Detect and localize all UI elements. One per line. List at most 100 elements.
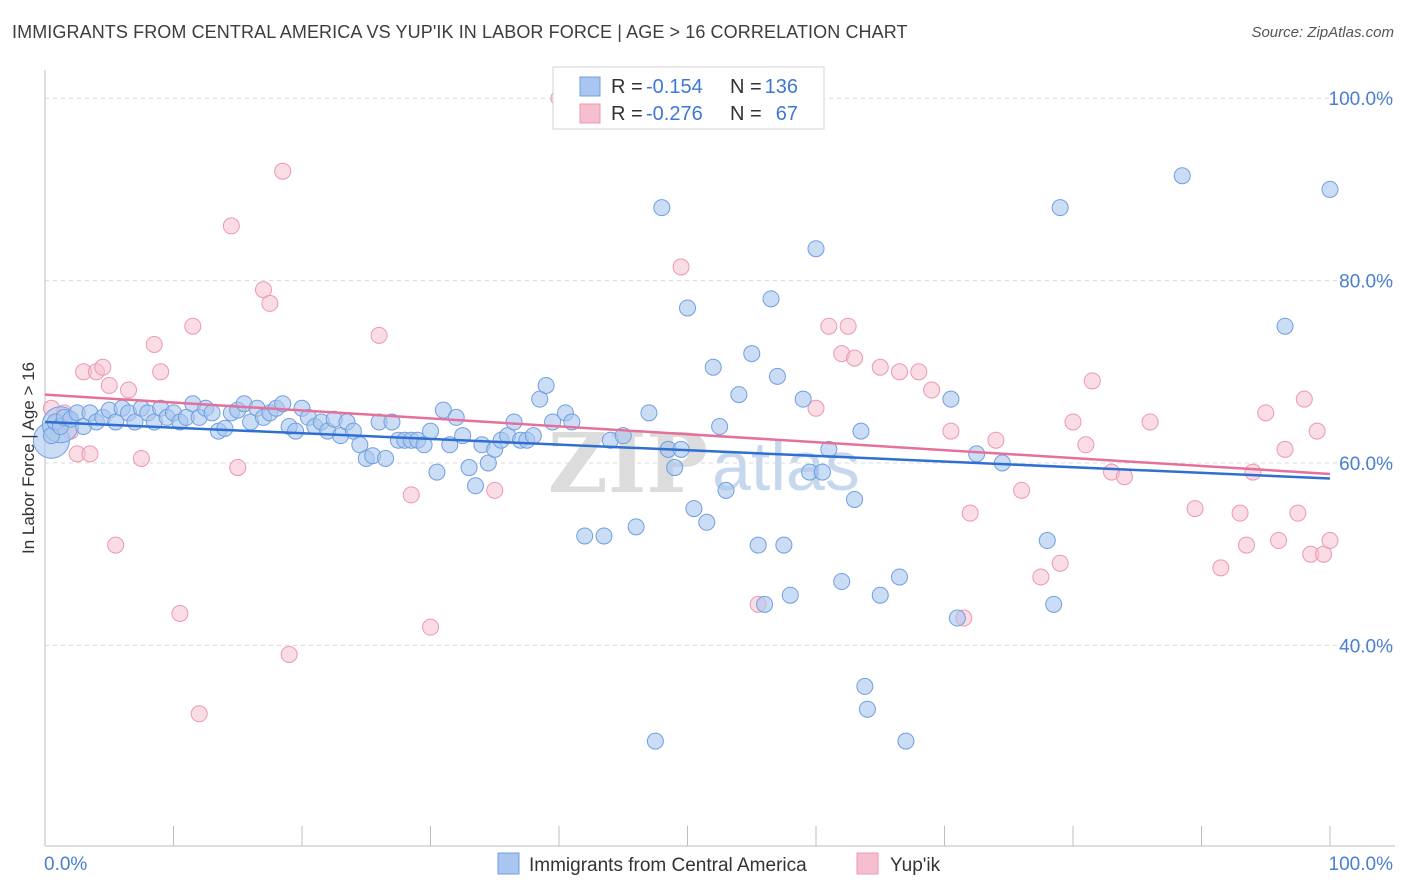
point-central-america: [537, 376, 555, 394]
point-central-america: [666, 459, 684, 477]
point-central-america: [460, 459, 478, 477]
point-central-america: [813, 463, 831, 481]
trend-line-central-america: [44, 420, 1331, 480]
point-yupik: [190, 705, 208, 723]
series-legend-label-pink: Yup'ik: [890, 855, 941, 876]
point-central-america: [775, 536, 793, 554]
point-yupik: [1257, 404, 1275, 422]
point-central-america: [447, 408, 465, 426]
point-yupik: [1077, 436, 1095, 454]
point-yupik: [1308, 422, 1326, 440]
point-central-america: [627, 518, 645, 536]
point-yupik: [81, 445, 99, 463]
point-yupik: [274, 162, 292, 180]
y-tick-label: 80.0%: [1339, 272, 1393, 293]
series-legend: Immigrants from Central America Yup'ik: [497, 852, 941, 876]
y-tick-labels: 40.0% 60.0% 80.0% 100.0%: [1329, 89, 1394, 657]
point-yupik: [961, 504, 979, 522]
x-min-label: 0.0%: [44, 854, 87, 875]
trend-line-yupik: [44, 393, 1331, 476]
point-central-america: [646, 732, 664, 750]
point-yupik: [1115, 468, 1133, 486]
legend-n-label-pink: N =: [730, 103, 762, 125]
point-central-america: [1051, 199, 1069, 217]
point-central-america: [711, 418, 729, 436]
point-central-america: [858, 700, 876, 718]
point-central-america: [846, 490, 864, 508]
point-central-america: [768, 367, 786, 385]
point-central-america: [704, 358, 722, 376]
series-legend-swatch-blue: [497, 852, 520, 875]
stats-legend: R = -0.154 N = 136 R = -0.276 N = 67: [552, 66, 825, 130]
point-yupik: [891, 363, 909, 381]
axes: [44, 70, 1395, 847]
point-central-america: [287, 422, 305, 440]
legend-swatch-blue: [579, 76, 601, 97]
point-yupik: [1289, 504, 1307, 522]
point-central-america: [698, 513, 716, 531]
point-central-america: [856, 677, 874, 695]
point-central-america: [1321, 180, 1339, 198]
point-yupik: [1237, 536, 1255, 554]
point-yupik: [1064, 413, 1082, 431]
point-central-america: [428, 463, 446, 481]
point-central-america: [466, 477, 484, 495]
legend-r-label-pink: R =: [611, 103, 643, 125]
point-yupik: [1270, 532, 1288, 550]
point-central-america: [1173, 167, 1191, 185]
point-yupik: [1032, 568, 1050, 586]
point-yupik: [120, 381, 138, 399]
series-legend-swatch-pink: [856, 852, 879, 875]
point-central-america: [479, 454, 497, 472]
point-central-america: [749, 536, 767, 554]
point-central-america: [756, 595, 774, 613]
watermark-atlas: atlas: [712, 427, 860, 505]
point-yupik: [152, 363, 170, 381]
point-central-america: [274, 395, 292, 413]
point-yupik: [1244, 463, 1262, 481]
point-yupik: [1186, 500, 1204, 518]
point-yupik: [1083, 372, 1101, 390]
point-central-america: [794, 390, 812, 408]
point-central-america: [948, 609, 966, 627]
point-yupik: [94, 358, 112, 376]
point-yupik: [910, 363, 928, 381]
point-central-america: [730, 386, 748, 404]
point-yupik: [1141, 413, 1159, 431]
point-yupik: [1315, 545, 1333, 563]
point-central-america: [216, 419, 234, 437]
point-yupik: [839, 317, 857, 335]
series-legend-label-blue: Immigrants from Central America: [529, 855, 807, 876]
point-yupik: [486, 481, 504, 499]
point-yupik: [942, 422, 960, 440]
point-yupik: [100, 376, 118, 394]
point-yupik: [254, 281, 272, 299]
point-central-america: [531, 390, 549, 408]
point-central-america: [942, 390, 960, 408]
point-central-america: [968, 445, 986, 463]
point-yupik: [229, 459, 247, 477]
x-ticks: [44, 826, 1331, 846]
point-yupik: [280, 646, 298, 663]
point-yupik: [222, 217, 240, 235]
point-central-america: [1038, 532, 1056, 550]
y-axis-title: In Labor Force | Age > 16: [19, 362, 38, 554]
point-central-america: [852, 422, 870, 440]
point-central-america: [203, 404, 221, 422]
point-central-america: [679, 299, 696, 317]
x-max-label: 100.0%: [1329, 854, 1394, 875]
point-yupik: [1051, 554, 1069, 572]
point-yupik: [1231, 504, 1249, 522]
point-central-america: [524, 427, 542, 445]
point-yupik: [807, 399, 825, 417]
point-yupik: [422, 618, 439, 636]
point-yupik: [820, 317, 838, 335]
point-central-america: [383, 413, 401, 431]
point-central-america: [897, 732, 915, 750]
watermark: ZIP atlas: [548, 416, 860, 512]
y-tick-label: 40.0%: [1339, 636, 1393, 657]
trend-lines: [44, 393, 1331, 480]
point-central-america: [781, 586, 799, 604]
point-central-america: [422, 422, 439, 440]
point-central-america: [505, 413, 523, 431]
